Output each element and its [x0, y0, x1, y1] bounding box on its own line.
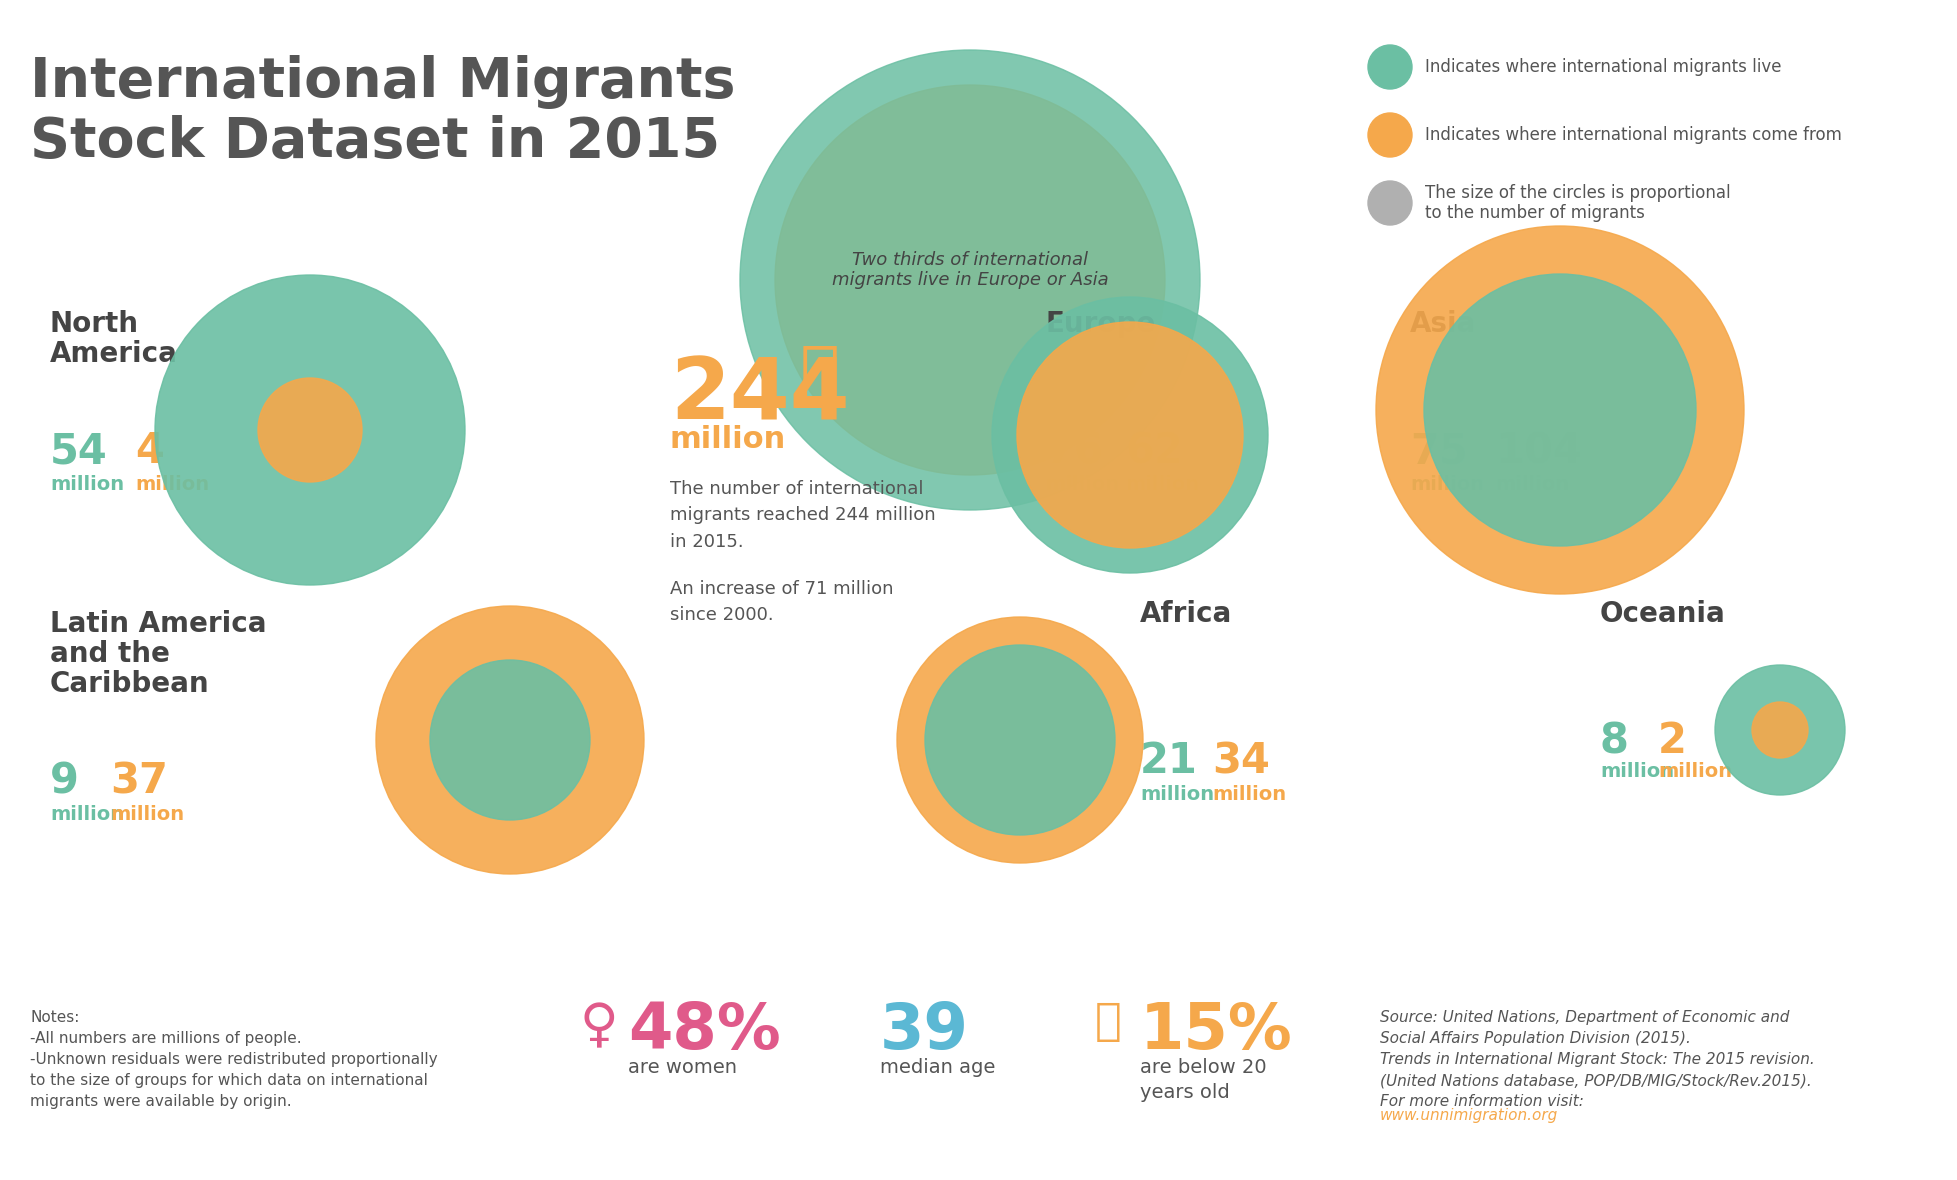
- Text: 62: 62: [1125, 430, 1182, 472]
- Text: Africa: Africa: [1141, 599, 1233, 628]
- Text: million: million: [1409, 476, 1483, 494]
- Text: Source: United Nations, Department of Economic and
Social Affairs Population Div: Source: United Nations, Department of Ec…: [1380, 1010, 1814, 1109]
- Text: 🚶: 🚶: [800, 340, 840, 406]
- Text: 76: 76: [1045, 430, 1104, 472]
- Circle shape: [992, 297, 1268, 573]
- Circle shape: [740, 50, 1200, 510]
- Text: 4: 4: [135, 430, 164, 472]
- Text: 104: 104: [1495, 430, 1581, 472]
- Text: million: million: [135, 476, 209, 494]
- Text: million: million: [1495, 476, 1570, 494]
- Text: 🧍: 🧍: [1096, 999, 1121, 1043]
- Circle shape: [926, 645, 1115, 835]
- Text: 39: 39: [881, 999, 969, 1062]
- Text: The number of international
migrants reached 244 million
in 2015.: The number of international migrants rea…: [669, 480, 935, 551]
- Text: International Migrants: International Migrants: [29, 55, 736, 109]
- Text: 21: 21: [1141, 740, 1198, 782]
- Text: million: million: [669, 425, 787, 454]
- Circle shape: [1368, 45, 1413, 88]
- Text: Asia: Asia: [1409, 310, 1476, 337]
- Circle shape: [1714, 666, 1845, 795]
- Circle shape: [1376, 227, 1744, 594]
- Text: 15%: 15%: [1141, 999, 1294, 1062]
- Text: www.unnimigration.org: www.unnimigration.org: [1380, 1108, 1558, 1123]
- Text: 37: 37: [110, 760, 168, 802]
- Text: 54: 54: [51, 430, 108, 472]
- Text: 8: 8: [1601, 720, 1628, 762]
- Circle shape: [1368, 181, 1413, 225]
- Text: North
America: North America: [51, 310, 178, 368]
- Circle shape: [258, 378, 362, 481]
- Circle shape: [1752, 702, 1808, 758]
- Text: 34: 34: [1211, 740, 1270, 782]
- Text: The size of the circles is proportional
to the number of migrants: The size of the circles is proportional …: [1425, 184, 1730, 222]
- Circle shape: [1368, 113, 1413, 157]
- Text: 2: 2: [1658, 720, 1687, 762]
- Text: Oceania: Oceania: [1601, 599, 1726, 628]
- Text: million: million: [51, 476, 123, 494]
- Circle shape: [896, 617, 1143, 863]
- Text: are below 20
years old: are below 20 years old: [1141, 1058, 1266, 1102]
- Text: 9: 9: [51, 760, 78, 802]
- Text: 244: 244: [669, 355, 849, 438]
- Circle shape: [1018, 322, 1243, 548]
- Text: Indicates where international migrants live: Indicates where international migrants l…: [1425, 58, 1781, 76]
- Text: million: million: [1125, 476, 1200, 494]
- Text: Stock Dataset in 2015: Stock Dataset in 2015: [29, 114, 720, 169]
- Text: 75: 75: [1409, 430, 1468, 472]
- Text: are women: are women: [628, 1058, 738, 1077]
- Text: million: million: [1211, 785, 1286, 804]
- Text: median age: median age: [881, 1058, 996, 1077]
- Text: An increase of 71 million
since 2000.: An increase of 71 million since 2000.: [669, 581, 894, 624]
- Circle shape: [431, 660, 589, 820]
- Text: Two thirds of international
migrants live in Europe or Asia: Two thirds of international migrants liv…: [832, 250, 1108, 289]
- Circle shape: [155, 275, 466, 585]
- Text: ♀: ♀: [579, 999, 618, 1053]
- Text: Latin America
and the
Caribbean: Latin America and the Caribbean: [51, 610, 266, 699]
- Circle shape: [1425, 274, 1697, 546]
- Text: Indicates where international migrants come from: Indicates where international migrants c…: [1425, 126, 1842, 144]
- Text: million: million: [110, 805, 184, 824]
- Circle shape: [376, 607, 644, 874]
- Text: Notes:
-All numbers are millions of people.
-Unknown residuals were redistribute: Notes: -All numbers are millions of peop…: [29, 1010, 438, 1109]
- Circle shape: [775, 85, 1164, 476]
- Text: million: million: [51, 805, 123, 824]
- Text: million: million: [1045, 476, 1119, 494]
- Text: Europe: Europe: [1045, 310, 1155, 337]
- Text: million: million: [1658, 762, 1732, 781]
- Text: million: million: [1601, 762, 1673, 781]
- Text: 48%: 48%: [628, 999, 781, 1062]
- Text: million: million: [1141, 785, 1213, 804]
